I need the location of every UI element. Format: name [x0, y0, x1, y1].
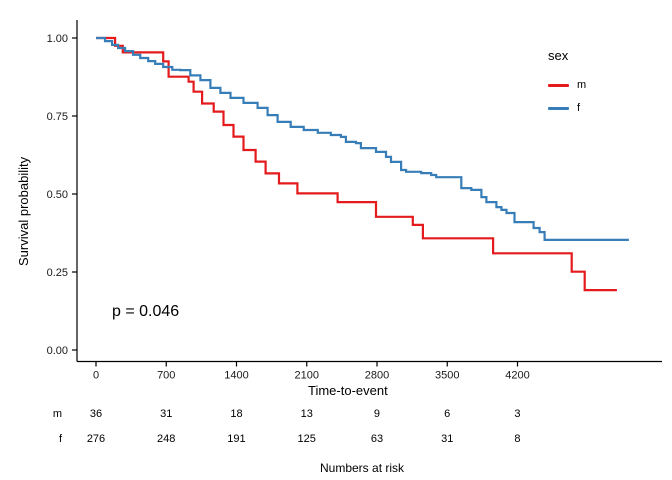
risk-table-caption: Numbers at risk [320, 461, 405, 475]
x-tick-label: 0 [93, 370, 99, 382]
legend: sex m f [548, 48, 586, 114]
risk-count-f-0: 276 [86, 433, 106, 445]
y-tick-label: 0.25 [47, 267, 68, 279]
y-tick-label: 0.00 [47, 345, 68, 357]
legend-line-m-icon [548, 83, 569, 87]
y-tick-label: 0.50 [47, 189, 68, 201]
x-tick-label: 2800 [365, 370, 389, 382]
risk-count-f-6: 8 [514, 433, 521, 445]
p-value-annotation: p = 0.046 [112, 303, 180, 320]
survival-curve-f [96, 36, 629, 241]
risk-count-f-3: 125 [297, 433, 316, 445]
y-tick-label: 1.00 [47, 33, 68, 45]
x-tick-label: 1400 [224, 370, 248, 382]
risk-count-f-5: 31 [441, 433, 454, 445]
legend-item-m: m [548, 79, 586, 91]
x-tick-label: 3500 [435, 370, 459, 382]
risk-count-m-3: 13 [300, 408, 313, 420]
x-tick-label: 700 [157, 370, 175, 382]
y-tick-label: 0.75 [47, 111, 68, 123]
risk-count-f-1: 248 [157, 433, 176, 445]
risk-count-m-4: 9 [373, 408, 381, 420]
x-tick-label: 4200 [505, 370, 529, 382]
risk-count-m-6: 3 [514, 408, 521, 420]
risk-count-m-5: 6 [444, 408, 451, 420]
legend-label-f: f [577, 102, 581, 114]
risk-count-f-2: 191 [227, 433, 246, 445]
survival-curve-m [96, 36, 617, 292]
risk-row-label-f: f [58, 433, 62, 445]
risk-count-f-4: 63 [370, 433, 384, 445]
risk-count-m-0: 36 [89, 408, 103, 420]
x-tick-label: 2100 [295, 370, 319, 382]
legend-item-f: f [548, 102, 586, 114]
risk-count-m-1: 31 [160, 408, 173, 420]
y-axis-title: Survival probability [16, 156, 31, 266]
legend-title: sex [548, 48, 569, 63]
x-axis-title: Time-to-event [308, 383, 388, 398]
risk-row-label-m: m [52, 408, 62, 420]
legend-line-f-icon [548, 106, 569, 110]
risk-count-m-2: 18 [230, 408, 243, 420]
legend-label-m: m [577, 79, 587, 91]
